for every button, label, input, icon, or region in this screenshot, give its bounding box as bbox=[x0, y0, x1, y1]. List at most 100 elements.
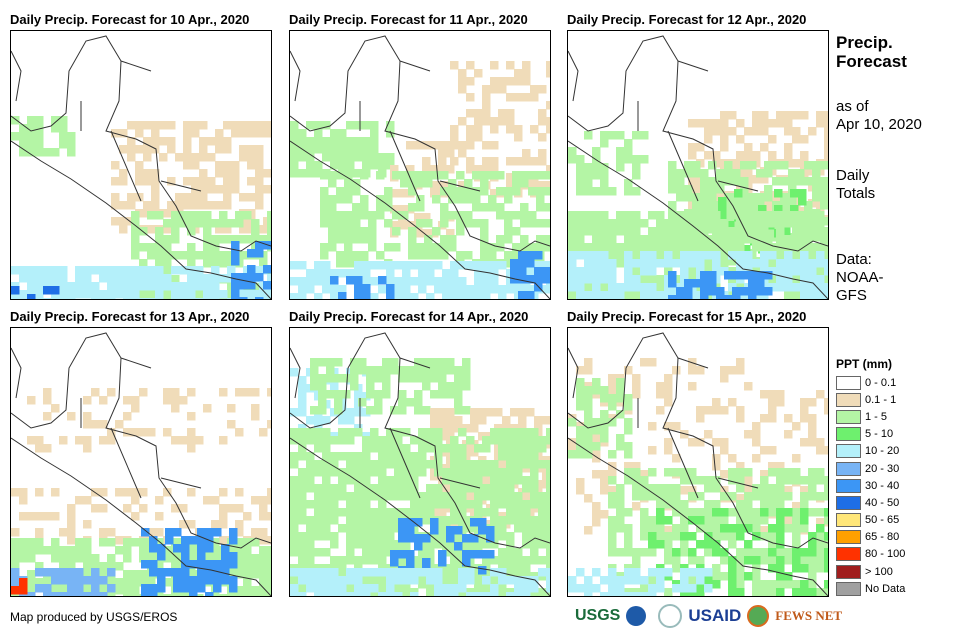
precip-cell bbox=[546, 556, 550, 565]
precip-cell bbox=[528, 171, 537, 180]
precip-cell bbox=[314, 508, 323, 517]
precip-cell bbox=[243, 388, 252, 397]
precip-cell bbox=[414, 390, 423, 399]
precip-cell bbox=[59, 298, 68, 299]
precip-cell bbox=[338, 592, 347, 596]
precip-cell bbox=[736, 484, 745, 493]
precip-cell bbox=[514, 125, 523, 134]
precip-cell bbox=[290, 484, 299, 493]
precip-cell bbox=[386, 476, 395, 485]
precip-cell bbox=[360, 251, 369, 260]
precip-cell bbox=[584, 275, 593, 284]
precip-cell bbox=[712, 211, 721, 220]
precip-cell bbox=[298, 444, 307, 453]
precip-cell bbox=[776, 572, 785, 581]
precip-cell bbox=[592, 386, 601, 395]
precip-cell bbox=[800, 259, 809, 268]
legend-label: 50 - 65 bbox=[865, 514, 900, 527]
precip-cell bbox=[320, 203, 329, 212]
precip-cell bbox=[119, 201, 128, 210]
precip-cell bbox=[59, 436, 68, 445]
precip-cell bbox=[370, 584, 379, 593]
precip-cell bbox=[544, 235, 550, 244]
precip-cell bbox=[664, 243, 673, 252]
precip-cell bbox=[656, 576, 665, 585]
precip-cell bbox=[458, 484, 467, 493]
precip-cell bbox=[107, 388, 116, 397]
precip-cell bbox=[546, 548, 550, 557]
precip-cell bbox=[131, 211, 140, 220]
precip-cell bbox=[219, 520, 228, 529]
precip-cell bbox=[664, 438, 673, 447]
precip-cell bbox=[211, 259, 220, 268]
precip-cell bbox=[748, 201, 757, 210]
precip-cell bbox=[736, 548, 745, 557]
precip-cell bbox=[490, 285, 499, 294]
precip-cell bbox=[776, 211, 785, 220]
precip-cell bbox=[680, 476, 689, 485]
precip-cell bbox=[800, 283, 809, 292]
precip-cell bbox=[504, 259, 513, 268]
precip-cell bbox=[376, 171, 385, 180]
precip-cell bbox=[752, 438, 761, 447]
precip-cell bbox=[163, 235, 172, 244]
precip-cell bbox=[506, 285, 515, 294]
precip-cell bbox=[718, 205, 727, 214]
precip-cell bbox=[648, 251, 657, 260]
precip-cell bbox=[183, 193, 192, 202]
precip-cell bbox=[792, 127, 801, 136]
precip-cell bbox=[360, 211, 369, 220]
precip-cell bbox=[195, 291, 204, 299]
precip-cell bbox=[446, 408, 455, 417]
legend-label: 80 - 100 bbox=[865, 548, 906, 561]
precip-cell bbox=[203, 298, 212, 299]
precip-cell bbox=[338, 484, 347, 493]
precip-cell bbox=[600, 486, 609, 495]
precip-cell bbox=[688, 227, 697, 236]
precip-cell bbox=[290, 161, 299, 170]
precip-cell bbox=[446, 229, 455, 238]
precip-cell bbox=[83, 570, 92, 579]
precip-cell bbox=[506, 492, 515, 501]
precip-cell bbox=[752, 484, 761, 493]
precip-cell bbox=[648, 259, 657, 268]
precip-cell bbox=[370, 145, 379, 154]
precip-cell bbox=[824, 119, 828, 128]
precip-cell bbox=[584, 163, 593, 172]
precip-cell bbox=[267, 219, 271, 228]
precip-cell bbox=[744, 516, 753, 525]
precip-cell bbox=[506, 576, 515, 585]
precip-cell bbox=[386, 576, 395, 585]
precip-cell bbox=[656, 516, 665, 525]
precip-cell bbox=[776, 219, 785, 228]
precip-cell bbox=[704, 584, 713, 593]
precip-cell bbox=[616, 219, 625, 228]
precip-cell bbox=[776, 580, 785, 589]
precip-cell bbox=[27, 512, 36, 521]
precip-cell bbox=[768, 219, 777, 228]
precip-cell bbox=[506, 476, 515, 485]
precip-cell bbox=[59, 266, 68, 275]
precip-cell bbox=[700, 185, 709, 194]
precip-cell bbox=[640, 291, 649, 299]
precip-cell bbox=[736, 468, 745, 477]
precip-cell bbox=[764, 193, 773, 202]
precip-cell bbox=[490, 460, 499, 469]
precip-cell bbox=[668, 201, 677, 210]
precip-cell bbox=[648, 446, 657, 455]
precip-cell bbox=[744, 540, 753, 549]
precip-cell bbox=[67, 512, 76, 521]
precip-cell bbox=[406, 141, 415, 150]
precip-cell bbox=[346, 508, 355, 517]
precip-cell bbox=[344, 171, 353, 180]
precip-cell bbox=[792, 508, 801, 517]
precip-cell bbox=[546, 508, 550, 517]
precip-cell bbox=[672, 235, 681, 244]
precip-cell bbox=[378, 153, 387, 162]
precip-cell bbox=[131, 594, 140, 596]
precip-cell bbox=[668, 169, 677, 178]
precip-cell bbox=[808, 414, 817, 423]
precip-cell bbox=[796, 169, 805, 178]
precip-cell bbox=[251, 570, 260, 579]
precip-cell bbox=[406, 221, 415, 230]
